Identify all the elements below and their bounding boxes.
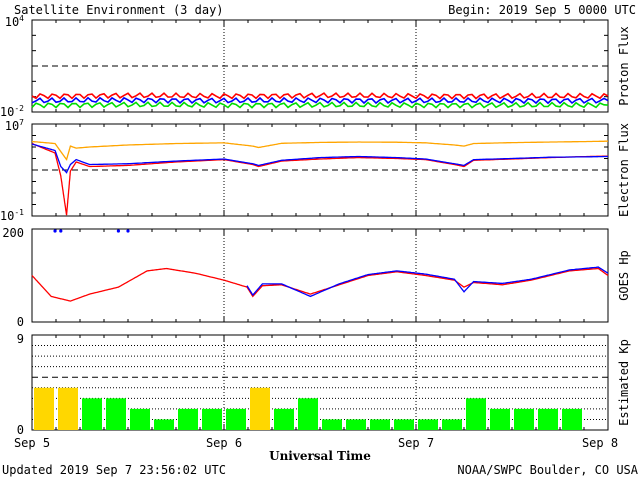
kp-bar: [466, 398, 486, 430]
y-tick-label: 107: [5, 118, 24, 133]
series-line: [31, 143, 608, 174]
x-tick-label: Sep 7: [398, 436, 434, 450]
kp-bar: [394, 419, 414, 430]
kp-bar: [82, 398, 102, 430]
series-line: [31, 96, 609, 105]
y-tick-exponent: -2: [14, 104, 24, 113]
chart-title: Satellite Environment (3 day): [14, 3, 224, 17]
kp-bar: [298, 398, 318, 430]
panel-frame: [31, 123, 609, 217]
data-point: [116, 229, 120, 233]
panel-electron-flux: 107 10-1 Electron Flux: [0, 118, 631, 223]
credit: NOAA/SWPC Boulder, CO USA: [457, 463, 638, 477]
panel-goes-hp: 200 0 GOES Hp: [2, 226, 631, 329]
kp-bar: [58, 387, 78, 430]
series-line: [31, 142, 608, 216]
series-line: [31, 140, 608, 161]
y-tick-label: 0: [17, 423, 24, 437]
kp-bar: [442, 419, 462, 430]
y-axis-label: Proton Flux: [617, 26, 631, 105]
kp-bar: [418, 419, 438, 430]
y-tick-exponent: 7: [19, 118, 24, 127]
y-axis-label: Electron Flux: [617, 123, 631, 217]
series-line: [246, 266, 609, 298]
kp-bar: [274, 408, 294, 430]
y-tick-label: 0: [17, 315, 24, 329]
panels: 104 10-2 Proton Flux 107 10-1 Electron Flux 20…: [0, 14, 631, 437]
kp-bar: [514, 408, 534, 430]
data-point: [59, 229, 63, 233]
y-tick-label: 200: [2, 226, 24, 240]
y-tick-label: 9: [17, 332, 24, 346]
data-point: [126, 229, 130, 233]
y-tick-label: 104: [5, 14, 24, 29]
kp-bar: [562, 408, 582, 430]
kp-bar: [490, 408, 510, 430]
data-point: [53, 229, 57, 233]
kp-bar: [106, 398, 126, 430]
series-line: [31, 101, 609, 109]
panel-estimated-kp: 9 0 Estimated Kp: [17, 332, 631, 437]
y-axis-label: GOES Hp: [617, 250, 631, 301]
kp-bar: [178, 408, 198, 430]
series-line: [31, 267, 609, 302]
kp-bar: [154, 419, 174, 430]
x-tick-label: Sep 6: [206, 436, 242, 450]
panel-proton-flux: 104 10-2 Proton Flux: [0, 14, 631, 119]
kp-bar: [346, 419, 366, 430]
y-axis-label: Estimated Kp: [617, 339, 631, 426]
kp-bar: [202, 408, 222, 430]
kp-bar: [34, 387, 54, 430]
x-tick-label: Sep 5: [14, 436, 50, 450]
kp-bar: [538, 408, 558, 430]
y-tick-label: 10-2: [0, 104, 24, 119]
kp-bar: [370, 419, 390, 430]
x-tick-label: Sep 8: [582, 436, 618, 450]
y-tick-exponent: -1: [14, 208, 24, 217]
series-line: [31, 92, 609, 100]
y-tick-exponent: 4: [19, 14, 24, 23]
updated-time: Updated 2019 Sep 7 23:56:02 UTC: [2, 463, 226, 477]
begin-time: Begin: 2019 Sep 5 0000 UTC: [448, 3, 636, 17]
kp-bar: [322, 419, 342, 430]
x-tick-labels: Sep 5 Sep 6 Sep 7 Sep 8: [14, 436, 618, 450]
kp-bar: [250, 387, 270, 430]
kp-bar: [226, 408, 246, 430]
panel-frame: [31, 228, 609, 323]
y-tick-label: 10-1: [0, 208, 24, 223]
x-axis-label: Universal Time: [269, 449, 371, 463]
kp-bar: [130, 408, 150, 430]
